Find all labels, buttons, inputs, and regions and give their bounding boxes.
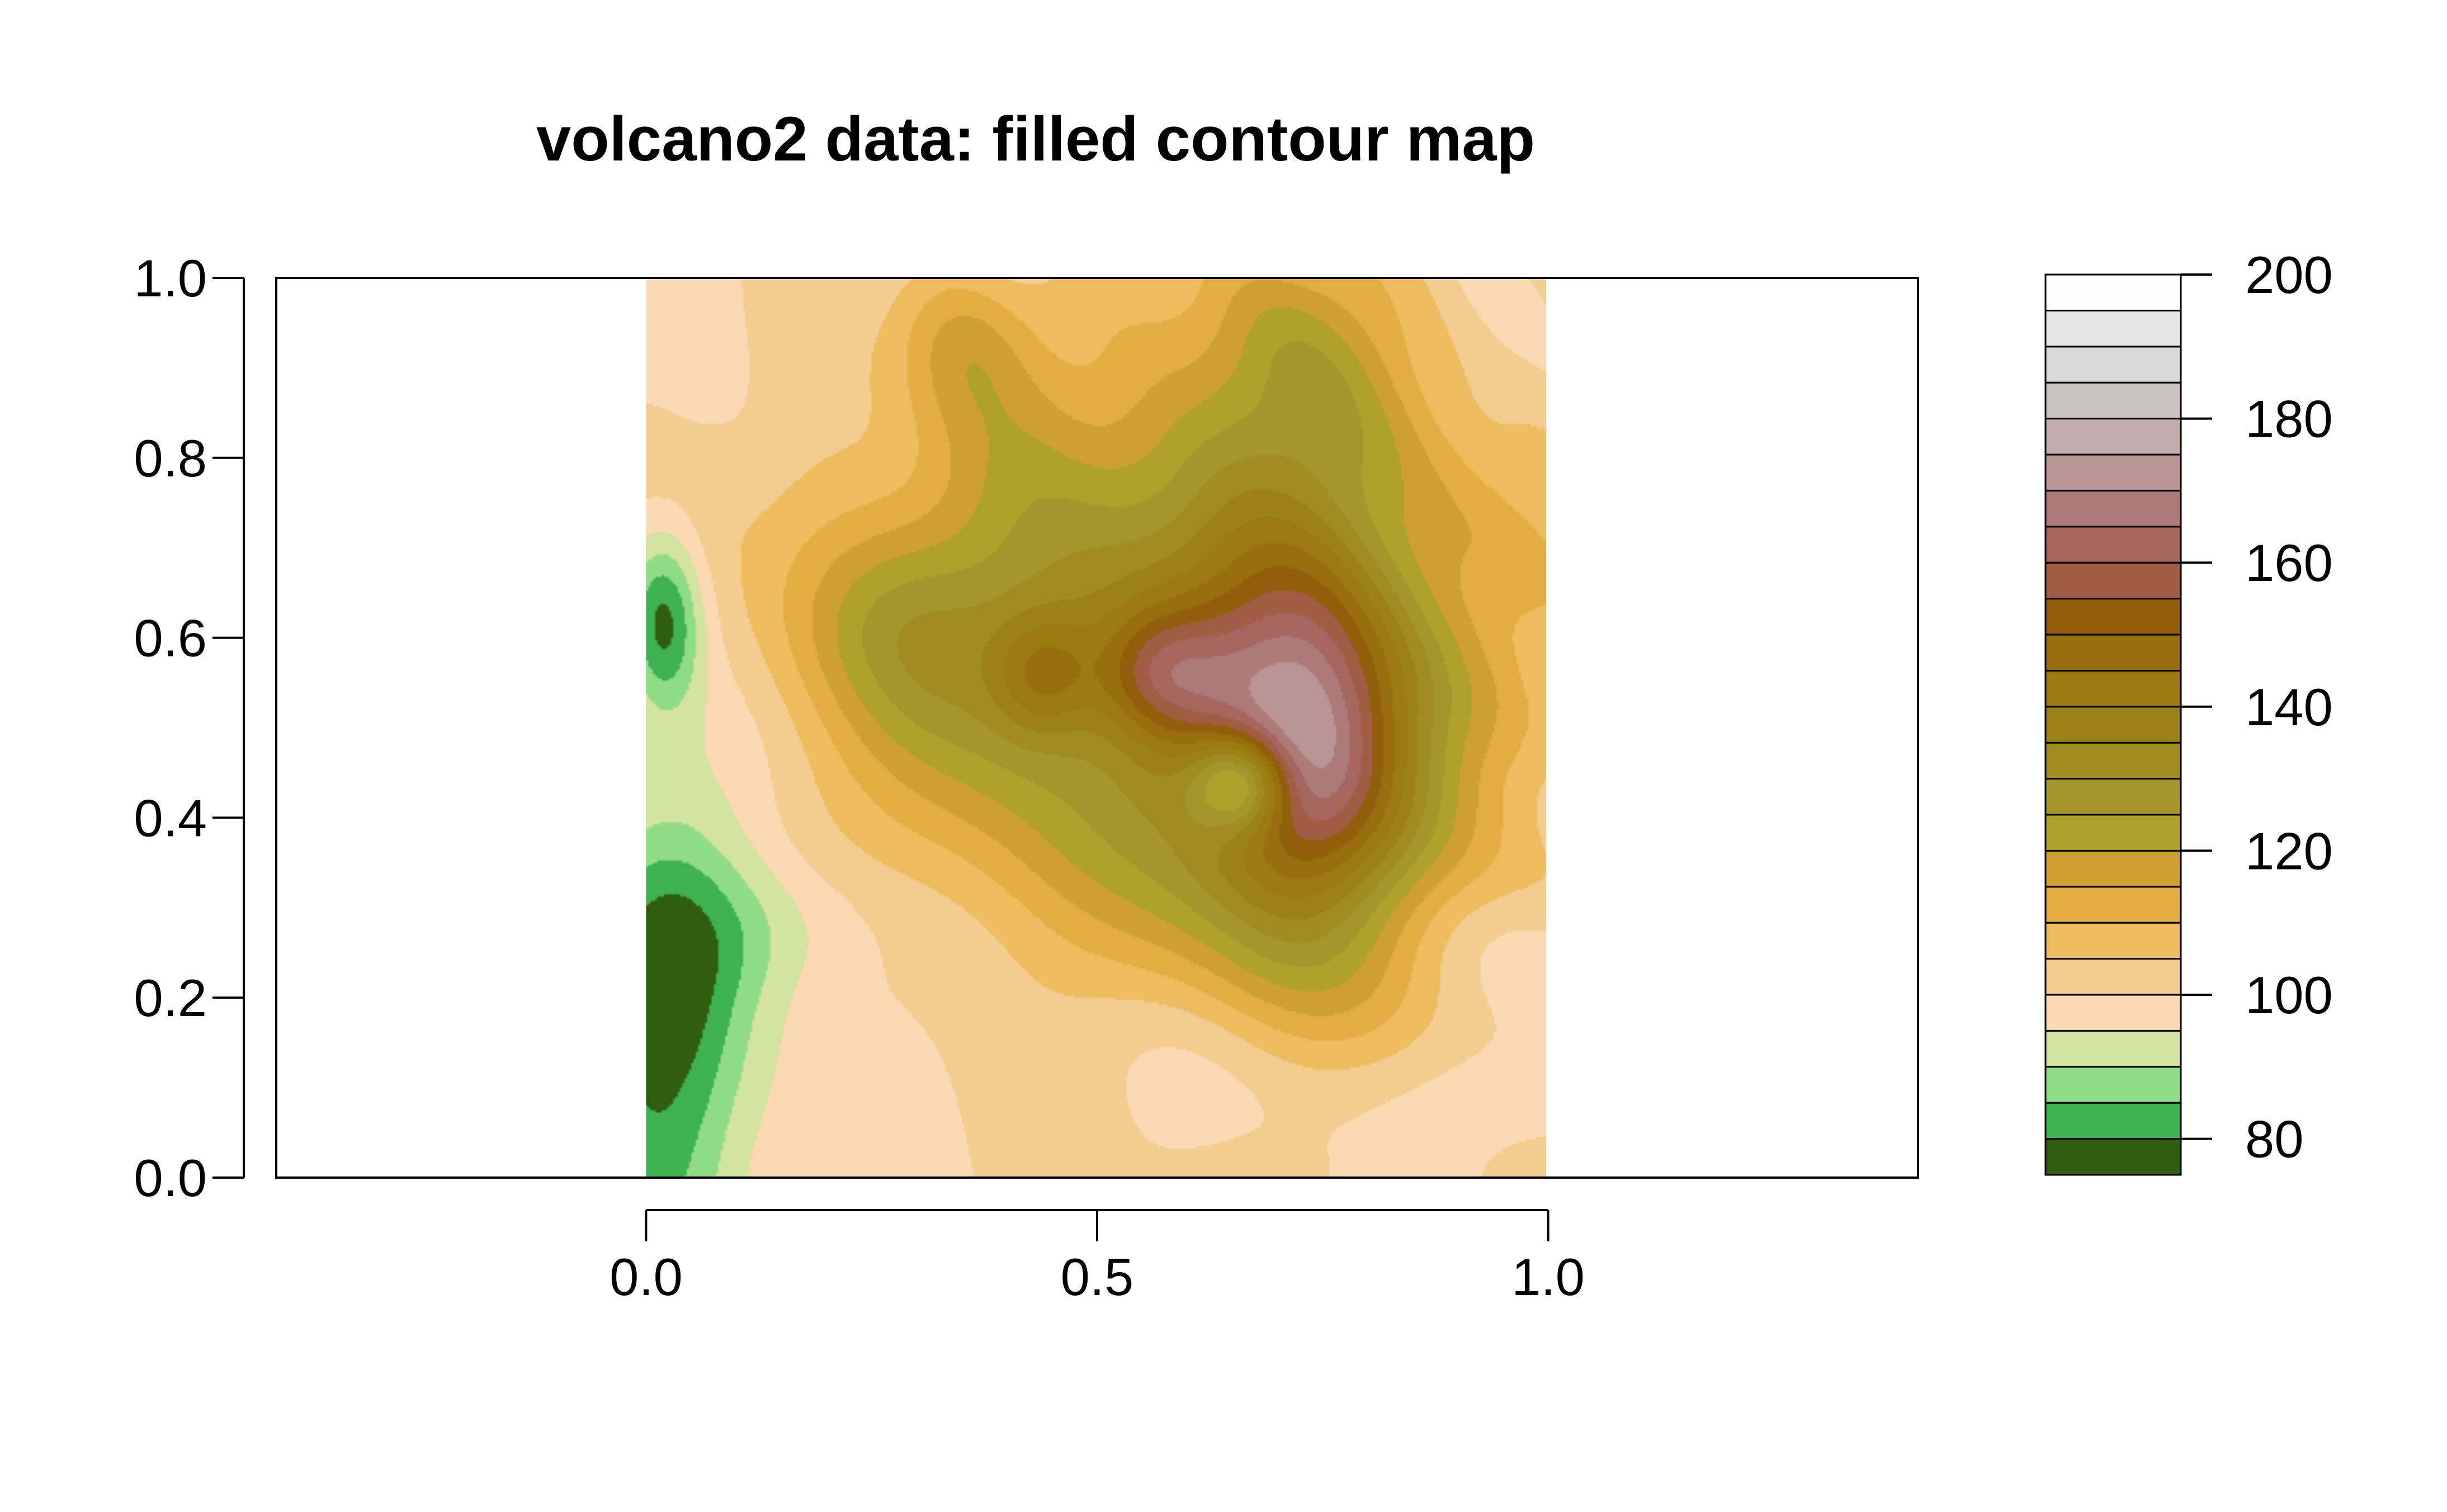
legend-swatch <box>2044 1102 2182 1140</box>
plot-frame <box>275 277 1919 1179</box>
legend-swatch <box>2044 741 2182 780</box>
legend-swatch <box>2044 346 2182 384</box>
legend-swatch <box>2044 922 2182 960</box>
legend-swatch <box>2044 634 2182 672</box>
legend-tick-label: 180 <box>2245 390 2333 448</box>
chart-title: volcano2 data: filled contour map <box>536 104 1535 174</box>
y-tick-label: 0.0 <box>134 1149 207 1207</box>
legend-swatch <box>2044 1138 2182 1176</box>
legend-swatch <box>2044 526 2182 564</box>
axes: 0.0 0.5 1.0 0.0 0.2 0.4 0.6 0.8 1.0 <box>134 249 1585 1306</box>
legend-swatch <box>2044 381 2182 420</box>
color-legend: 80 100 120 140 160 180 200 <box>2044 245 2333 1176</box>
legend-swatch <box>2044 886 2182 924</box>
legend-swatch <box>2044 814 2182 852</box>
contour-fill-image <box>646 278 1546 1178</box>
x-tick-label: 0.5 <box>1061 1248 1134 1306</box>
legend-swatch <box>2044 598 2182 636</box>
legend-swatch <box>2044 1029 2182 1068</box>
legend-swatch <box>2044 778 2182 816</box>
legend-swatch <box>2044 273 2182 311</box>
y-tick-label: 0.8 <box>134 429 207 488</box>
legend-swatch <box>2044 453 2182 492</box>
legend-swatch <box>2044 849 2182 888</box>
legend-swatch <box>2044 418 2182 456</box>
legend-swatch <box>2044 669 2182 708</box>
legend-swatch <box>2044 994 2182 1032</box>
x-tick-label: 0.0 <box>610 1248 683 1306</box>
legend-tick-label: 80 <box>2245 1110 2304 1169</box>
legend-swatch <box>2044 309 2182 348</box>
legend-swatch <box>2044 706 2182 744</box>
y-tick-label: 0.6 <box>134 609 207 668</box>
y-tick-label: 0.4 <box>134 788 207 847</box>
x-tick-label: 1.0 <box>1511 1248 1585 1306</box>
legend-swatch <box>2044 1066 2182 1104</box>
legend-swatch <box>2044 958 2182 996</box>
legend-tick-label: 120 <box>2245 821 2333 880</box>
legend-tick-label: 160 <box>2245 533 2333 592</box>
legend-swatch <box>2044 561 2182 600</box>
y-tick-label: 0.2 <box>134 968 207 1027</box>
y-tick-label: 1.0 <box>134 249 207 308</box>
legend-tick-label: 100 <box>2245 966 2333 1024</box>
legend-swatch <box>2044 489 2182 528</box>
legend-tick-label: 200 <box>2245 245 2333 304</box>
legend-tick-label: 140 <box>2245 678 2333 736</box>
contour-fill-area <box>646 278 1546 1178</box>
